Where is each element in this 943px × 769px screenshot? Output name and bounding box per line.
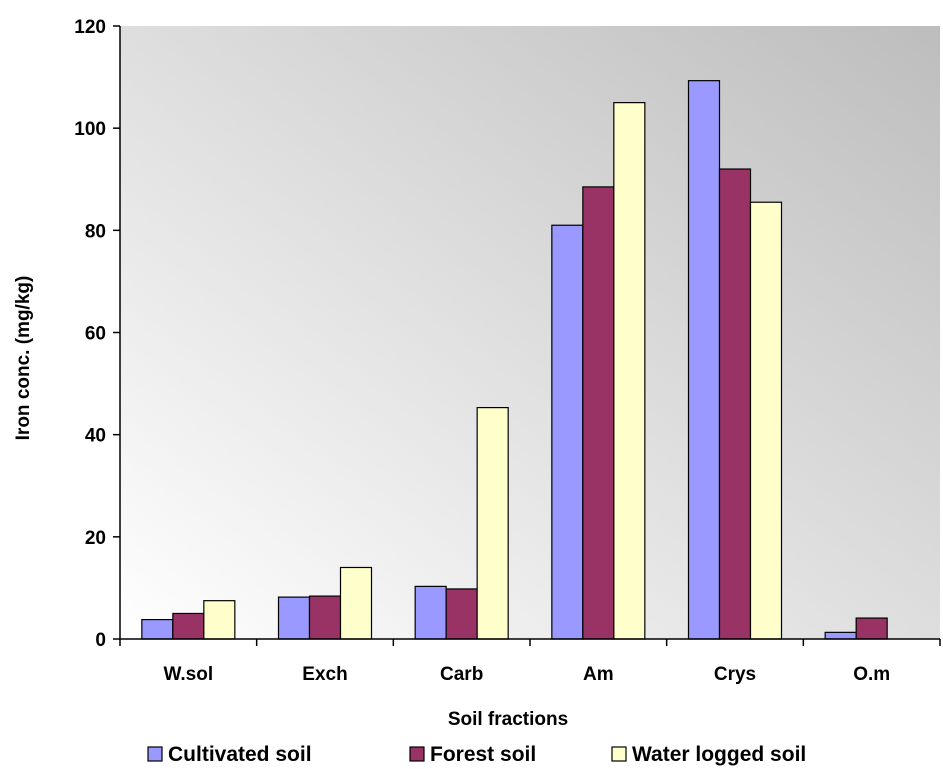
x-ticks-group: W.sol Exch Carb Am Crys O.m [119, 639, 941, 685]
bar [476, 406, 509, 640]
x-tick-label: Exch [302, 664, 347, 685]
x-tick-label: W.sol [164, 664, 214, 685]
legend: Cultivated soil Forest soil Water logged s… [147, 743, 806, 766]
bar [414, 585, 447, 640]
y-tick-label: 0 [95, 630, 106, 651]
y-tick-label: 120 [74, 17, 106, 38]
bar [613, 102, 646, 640]
y-tick-label: 60 [85, 324, 106, 345]
bar [203, 600, 236, 640]
legend-label: Forest soil [430, 743, 536, 766]
x-tick-label: Am [583, 664, 614, 685]
legend-swatch [409, 746, 425, 762]
legend-label: Cultivated soil [168, 743, 312, 766]
bar [445, 588, 478, 640]
y-tick-label: 80 [85, 221, 106, 242]
bar [277, 596, 311, 640]
bar [855, 617, 888, 640]
bar [172, 612, 205, 640]
y-axis-title: Iron conc. (mg/kg) [13, 276, 34, 441]
legend-label: Water logged soil [632, 743, 806, 766]
bar [687, 80, 721, 640]
x-axis-title: Soil fractions [448, 709, 568, 730]
x-tick-label: Carb [440, 664, 483, 685]
bar [582, 186, 615, 640]
bars-group [141, 80, 888, 640]
bar [551, 224, 584, 640]
bar [308, 595, 342, 640]
legend-swatch [147, 746, 163, 762]
x-tick-label: Crys [714, 664, 756, 685]
plot-area [120, 26, 940, 639]
y-ticks-group: 0 20 40 60 80 100 120 [74, 17, 120, 651]
bar [339, 566, 373, 640]
y-tick-label: 20 [85, 528, 106, 549]
bar [718, 168, 752, 640]
bar [749, 201, 783, 640]
x-tick-label: O.m [853, 664, 890, 685]
bar [824, 631, 857, 640]
y-tick-label: 40 [85, 426, 106, 447]
legend-swatch [611, 746, 627, 762]
y-tick-label: 100 [74, 119, 106, 140]
bar [141, 618, 174, 640]
